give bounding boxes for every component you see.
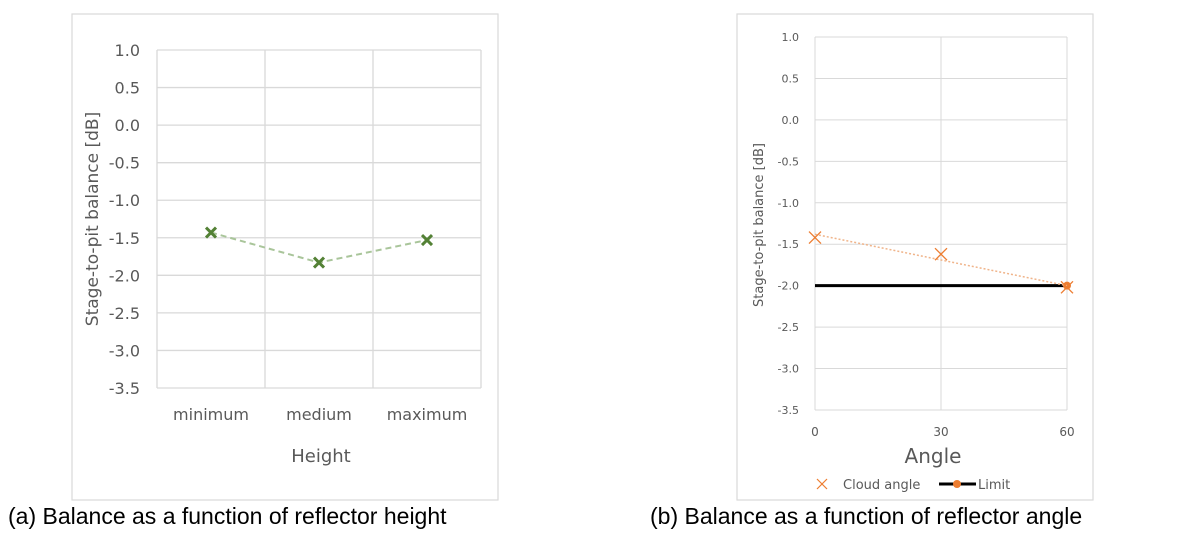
legend-cloud-angle-label: Cloud angle bbox=[843, 478, 920, 493]
y-tick-label: -1.5 bbox=[109, 229, 140, 248]
legend-cloud-angle-marker bbox=[816, 478, 828, 490]
y-tick-label: -2.0 bbox=[778, 280, 799, 293]
data-point-x-marker bbox=[420, 233, 434, 247]
y-tick-label: 1.0 bbox=[782, 31, 800, 44]
x-tick-label: 30 bbox=[933, 425, 948, 439]
y-tick-label: -2.0 bbox=[109, 266, 140, 285]
x-tick-label: minimum bbox=[173, 405, 249, 424]
y-axis-label: Stage-to-pit balance [dB] bbox=[752, 143, 767, 307]
data-point-x-marker bbox=[808, 231, 822, 245]
chart-b-frame bbox=[736, 13, 1094, 501]
y-tick-label: -3.5 bbox=[109, 379, 140, 398]
y-tick-label: 0.0 bbox=[115, 116, 140, 135]
y-tick-label: -1.0 bbox=[109, 191, 140, 210]
x-tick-label: 60 bbox=[1059, 425, 1074, 439]
data-point-x-marker bbox=[1060, 280, 1074, 294]
x-tick-label: medium bbox=[286, 405, 352, 424]
legend-limit-marker bbox=[953, 480, 961, 488]
x-tick-label: maximum bbox=[387, 405, 468, 424]
x-axis-label: Angle bbox=[905, 444, 962, 468]
chart-a-frame bbox=[71, 13, 499, 501]
y-tick-label: -1.5 bbox=[778, 238, 799, 251]
y-tick-label: -3.0 bbox=[778, 363, 799, 376]
caption-b: (b) Balance as a function of reflector a… bbox=[650, 503, 1083, 529]
caption-a: (a) Balance as a function of reflector h… bbox=[8, 503, 447, 529]
data-point-x-marker bbox=[204, 226, 218, 239]
y-tick-label: 0.5 bbox=[782, 72, 800, 85]
legend-limit-label: Limit bbox=[978, 478, 1010, 493]
data-point-x-marker bbox=[312, 256, 326, 269]
x-axis-label: Height bbox=[291, 446, 351, 467]
y-tick-label: -3.0 bbox=[109, 341, 140, 360]
y-tick-label: 0.5 bbox=[115, 79, 140, 98]
y-tick-label: -2.5 bbox=[778, 321, 799, 334]
cloud-angle-trendline bbox=[814, 233, 1068, 287]
y-tick-label: -0.5 bbox=[778, 155, 799, 168]
y-axis-label: Stage-to-pit balance [dB] bbox=[83, 112, 103, 326]
y-tick-label: 1.0 bbox=[115, 41, 140, 60]
y-tick-label: -1.0 bbox=[778, 197, 799, 210]
y-tick-label: -0.5 bbox=[109, 154, 140, 173]
series-line bbox=[210, 231, 428, 264]
y-tick-label: -3.5 bbox=[778, 404, 799, 417]
y-tick-label: -2.5 bbox=[109, 304, 140, 323]
y-tick-label: 0.0 bbox=[782, 114, 800, 127]
x-tick-label: 0 bbox=[811, 425, 819, 439]
data-point-x-marker bbox=[934, 247, 948, 261]
